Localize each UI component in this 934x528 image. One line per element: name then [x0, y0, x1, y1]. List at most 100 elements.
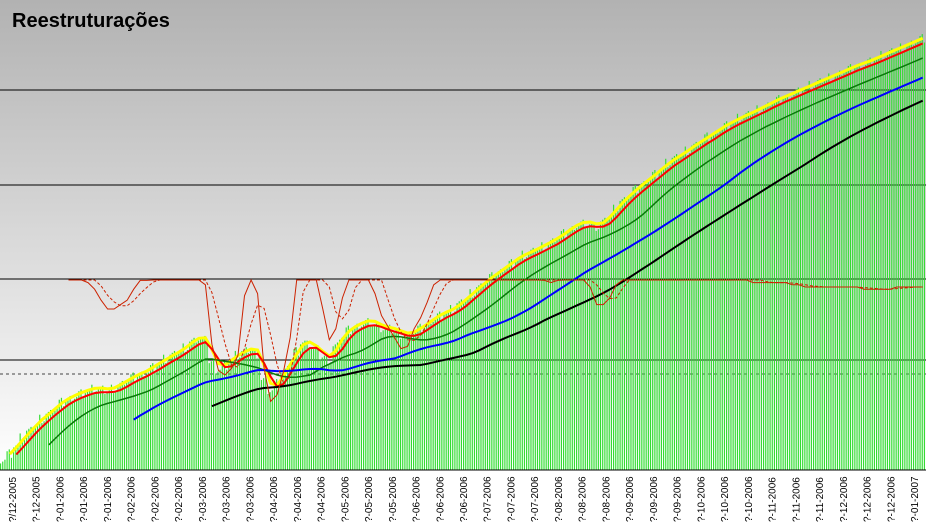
volume-bar: [373, 324, 376, 470]
volume-bar: [43, 421, 45, 470]
volume-bar: [295, 347, 297, 470]
volume-bar: [269, 392, 271, 470]
volume-bar: [552, 238, 554, 470]
volume-bar: [497, 271, 499, 470]
volume-bar: [117, 384, 119, 470]
volume-bar: [749, 115, 752, 471]
volume-bar: [221, 363, 223, 471]
volume-bar: [895, 50, 897, 470]
volume-bar: [336, 342, 339, 470]
volume-bar: [73, 398, 76, 470]
volume-bar: [371, 326, 373, 470]
volume-bar: [586, 226, 589, 470]
volume-bar: [367, 318, 369, 471]
volume-bar: [776, 96, 778, 471]
volume-bar: [217, 371, 219, 470]
volume-bar: [352, 327, 354, 470]
volume-bar: [428, 320, 430, 470]
volume-bar: [491, 272, 493, 470]
volume-bar: [469, 289, 471, 470]
volume-bar: [204, 335, 206, 470]
volume-bar: [765, 104, 767, 471]
x-tick-label: ?-10-2006: [696, 476, 707, 522]
volume-bar: [486, 281, 489, 470]
volume-bar: [562, 229, 565, 470]
volume-bar: [313, 349, 315, 470]
volume-bar: [647, 182, 649, 470]
volume-bar: [762, 106, 765, 470]
volume-bar: [467, 297, 469, 470]
volume-bar: [97, 389, 99, 471]
volume-bar: [126, 382, 128, 470]
volume-bar: [102, 385, 104, 471]
volume-bar: [441, 320, 443, 470]
volume-bar: [804, 88, 806, 470]
volume-bar: [341, 337, 343, 470]
volume-bar: [858, 63, 860, 471]
volume-bar: [880, 50, 882, 470]
volume-bar: [406, 334, 408, 470]
volume-bar: [623, 197, 626, 470]
volume-bar: [384, 328, 386, 470]
volume-bar: [463, 301, 465, 470]
volume-bar: [84, 393, 86, 471]
volume-bar: [8, 449, 10, 471]
volume-bar: [32, 426, 34, 471]
volume-bar: [604, 217, 606, 470]
volume-bar: [439, 311, 441, 470]
volume-bar: [736, 113, 739, 470]
volume-bar: [169, 354, 171, 470]
volume-bar: [410, 335, 412, 470]
volume-bar: [589, 224, 591, 470]
x-tick-label: ?-07-2006: [530, 476, 541, 522]
volume-bar: [908, 42, 910, 470]
volume-bar: [380, 332, 382, 470]
volume-bar: [745, 112, 747, 470]
volume-bar: [695, 141, 697, 471]
volume-bar: [376, 322, 378, 470]
volume-bar: [0, 463, 2, 470]
x-tick-label: ?-02-2006: [150, 476, 161, 522]
volume-bar: [315, 347, 317, 470]
volume-bar: [82, 397, 84, 470]
volume-bar: [554, 242, 556, 470]
ma-red-line: [15, 42, 924, 456]
volume-bar: [556, 240, 558, 470]
volume-bar: [782, 97, 784, 470]
volume-bar: [534, 251, 536, 470]
volume-bar: [526, 257, 528, 470]
volume-bar: [413, 334, 415, 470]
volume-bar: [849, 64, 852, 470]
volume-bar: [447, 310, 449, 471]
volume-bar: [867, 59, 869, 471]
volume-bar: [630, 195, 632, 470]
volume-bar: [893, 52, 895, 471]
volume-bar: [128, 380, 130, 470]
volume-bar: [13, 447, 15, 470]
volume-bar: [582, 219, 584, 470]
volume-bar: [541, 242, 543, 470]
volume-bar: [641, 183, 643, 471]
volume-bar: [610, 215, 612, 470]
volume-bar: [260, 380, 263, 470]
volume-bar: [206, 344, 208, 471]
volume-bar: [547, 242, 549, 470]
volume-bar: [482, 285, 484, 470]
x-tick-label: ?-08-2006: [554, 476, 565, 522]
volume-bar: [452, 313, 454, 470]
volume-bar: [669, 165, 671, 470]
volume-bar: [60, 397, 63, 470]
volume-bar: [180, 350, 182, 470]
volume-bar: [310, 347, 313, 470]
volume-bar: [445, 312, 447, 470]
volume-bar: [178, 352, 180, 470]
volume-bar: [615, 213, 617, 471]
volume-bar: [891, 48, 893, 471]
volume-bar: [473, 295, 476, 471]
volume-bar: [252, 349, 254, 470]
volume-bar: [15, 445, 17, 471]
volume-bar: [626, 199, 628, 470]
volume-bar: [832, 80, 834, 470]
volume-bar: [799, 95, 802, 470]
volume-bar: [904, 50, 906, 470]
